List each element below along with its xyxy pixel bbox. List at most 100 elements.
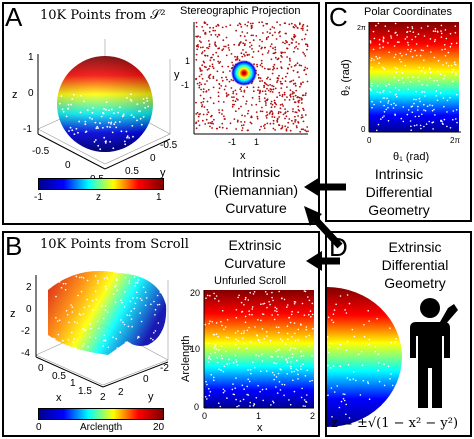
scatter-point xyxy=(244,23,247,26)
scatter-point xyxy=(199,46,202,49)
scatter-point xyxy=(401,72,404,74)
scatter-point xyxy=(202,29,205,32)
scatter-point xyxy=(278,32,280,34)
scatter-point xyxy=(200,101,203,104)
scatter-point xyxy=(235,98,238,100)
scatter-point xyxy=(441,49,443,51)
scatter-point xyxy=(225,92,228,94)
scatter-point xyxy=(345,403,347,406)
scatter-point xyxy=(394,66,396,69)
colorbar-b-label: Arclength xyxy=(80,422,123,433)
scatter-point xyxy=(292,122,295,125)
scatter-point xyxy=(267,50,270,52)
scatter-point xyxy=(206,100,209,103)
scatter-point xyxy=(252,293,255,295)
scatter-point xyxy=(216,35,219,38)
scatter-point xyxy=(62,110,65,113)
scatter-point xyxy=(242,49,244,51)
scatter-point xyxy=(381,411,384,413)
scatter-point xyxy=(297,122,300,124)
scatter-point xyxy=(261,388,264,391)
scatter-point xyxy=(381,66,384,69)
scatter-point xyxy=(276,96,278,99)
scatter-point xyxy=(274,46,277,49)
scatter-point xyxy=(409,30,411,33)
scatter-point xyxy=(74,321,76,323)
scatter-point xyxy=(390,35,392,37)
scatter-point xyxy=(249,341,252,343)
scatter-point xyxy=(153,281,155,284)
scatter-point xyxy=(288,317,290,319)
scatter-point xyxy=(344,393,346,396)
scatter-point xyxy=(368,398,371,400)
scatter-point xyxy=(79,276,81,279)
scatter-point xyxy=(249,22,252,25)
scatter-point xyxy=(252,34,254,37)
scatter-point xyxy=(201,77,204,80)
scatter-point xyxy=(150,303,152,306)
scatter-point xyxy=(339,295,342,297)
scatter-point xyxy=(388,83,390,86)
scatter-point xyxy=(434,114,436,116)
scatter-point xyxy=(235,398,237,401)
scatter-point xyxy=(265,388,268,390)
scatter-point xyxy=(115,337,117,340)
scatter-point xyxy=(273,27,276,29)
scatter-point xyxy=(214,34,217,36)
scatter-point xyxy=(198,81,201,84)
colorbar-b xyxy=(38,408,164,420)
scatter-point xyxy=(225,76,227,79)
scatter-point xyxy=(215,25,218,28)
scroll-x-label: x xyxy=(56,392,62,404)
sphere-y-tick-1: 0 xyxy=(150,153,156,164)
scatter-point xyxy=(230,53,233,55)
scatter-point xyxy=(291,91,294,93)
scatter-point xyxy=(421,113,423,116)
scatter-point xyxy=(222,39,225,42)
scatter-point xyxy=(195,113,198,115)
scatter-point xyxy=(271,116,274,118)
scatter-point xyxy=(292,95,295,98)
scatter-point xyxy=(271,314,273,316)
scatter-point xyxy=(111,131,114,134)
scatter-point xyxy=(275,362,277,365)
scatter-point xyxy=(221,79,224,82)
scatter-point xyxy=(217,349,220,351)
scatter-point xyxy=(339,365,342,367)
scatter-point xyxy=(277,372,280,375)
scatter-point xyxy=(302,405,305,407)
scatter-point xyxy=(394,341,397,343)
scatter-point xyxy=(244,315,247,318)
scatter-point xyxy=(261,328,264,330)
scatter-point xyxy=(224,85,227,87)
scatter-point xyxy=(449,127,452,129)
scatter-point xyxy=(206,113,208,116)
scatter-point xyxy=(286,373,288,375)
scatter-point xyxy=(419,100,421,103)
scatter-point xyxy=(303,38,306,40)
scatter-point xyxy=(203,49,206,52)
scatter-point xyxy=(297,378,299,380)
scatter-point xyxy=(135,282,137,284)
scroll-z-tick-0: 2 xyxy=(26,282,32,293)
scatter-point xyxy=(300,27,303,30)
arrow-d-to-a xyxy=(304,206,343,249)
scatter-point xyxy=(84,120,87,123)
scatter-point xyxy=(244,321,247,324)
scatter-point xyxy=(300,128,303,131)
scatter-point xyxy=(422,49,424,52)
scatter-point xyxy=(279,107,282,110)
scatter-point xyxy=(130,93,132,96)
scatter-point xyxy=(212,75,215,78)
scatter-point xyxy=(291,356,294,359)
scatter-point xyxy=(288,58,291,60)
scatter-point xyxy=(382,46,384,48)
scatter-point xyxy=(209,122,212,124)
scatter-point xyxy=(250,372,252,375)
scatter-point xyxy=(134,302,137,305)
scatter-point xyxy=(204,31,207,34)
scatter-point xyxy=(158,345,160,348)
scatter-point xyxy=(208,322,210,325)
scatter-point xyxy=(197,44,199,46)
scatter-point xyxy=(426,105,429,108)
